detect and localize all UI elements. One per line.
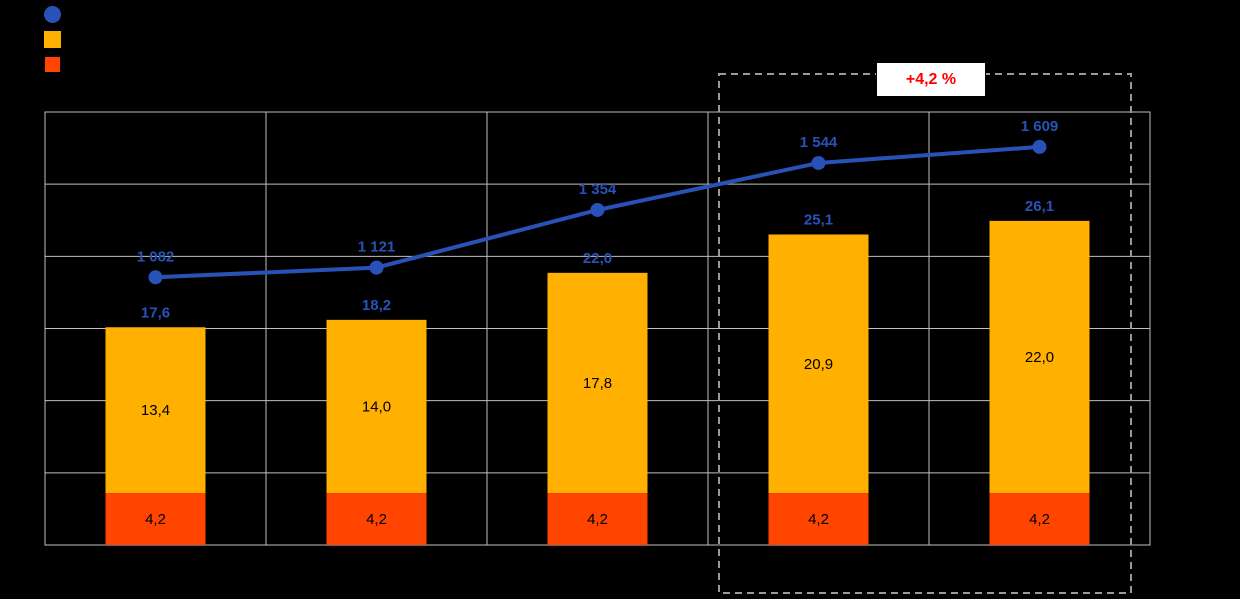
- bar-orange-segment: [989, 220, 1090, 494]
- line-marker: [811, 155, 826, 170]
- bar-total-label: 17,6: [141, 304, 170, 321]
- bar-orange-value-label: 13,4: [141, 402, 170, 419]
- legend-item-line: [44, 6, 61, 23]
- line-series-icon: [44, 6, 61, 23]
- growth-callout: +4,2 %: [876, 62, 986, 97]
- line-marker: [590, 202, 605, 217]
- bar-red-value-label: 4,2: [587, 511, 608, 528]
- orange-series-icon: [44, 31, 61, 48]
- line-value-label: 1 082: [137, 248, 175, 265]
- line-value-label: 1 121: [358, 239, 396, 256]
- line-value-label: 1 544: [800, 134, 838, 151]
- bar-total-label: 18,2: [362, 297, 391, 314]
- bar-red-value-label: 4,2: [366, 511, 387, 528]
- bar-total-label: 22,0: [583, 250, 612, 267]
- bar-red-segment: [105, 493, 206, 545]
- line-marker: [369, 260, 384, 275]
- bar-red-value-label: 4,2: [1029, 511, 1050, 528]
- bar-red-segment: [768, 493, 869, 545]
- bar-orange-segment: [768, 234, 869, 494]
- line-value-label: 1 609: [1021, 118, 1059, 135]
- bar-orange-segment: [326, 319, 427, 494]
- bar-red-segment: [326, 493, 427, 545]
- bar-red-segment: [989, 493, 1090, 545]
- bar-red-segment: [547, 493, 648, 545]
- bar-orange-value-label: 22,0: [1025, 349, 1054, 366]
- red-series-icon: [45, 57, 60, 72]
- bar-orange-segment: [547, 272, 648, 494]
- legend-item-red: [44, 56, 61, 73]
- chart-legend: [44, 6, 61, 73]
- bar-orange-value-label: 17,8: [583, 375, 612, 392]
- growth-callout-text: +4,2 %: [905, 70, 957, 88]
- line-marker: [1032, 139, 1047, 154]
- line-marker: [148, 270, 163, 285]
- bar-orange-value-label: 20,9: [804, 356, 833, 373]
- bar-total-label: 26,1: [1025, 198, 1054, 215]
- bar-orange-value-label: 14,0: [362, 398, 391, 415]
- bar-total-label: 25,1: [804, 211, 833, 228]
- bar-orange-segment: [105, 327, 206, 494]
- line-value-label: 1 354: [579, 181, 617, 198]
- bar-red-value-label: 4,2: [808, 511, 829, 528]
- bar-red-value-label: 4,2: [145, 511, 166, 528]
- legend-item-orange: [44, 31, 61, 48]
